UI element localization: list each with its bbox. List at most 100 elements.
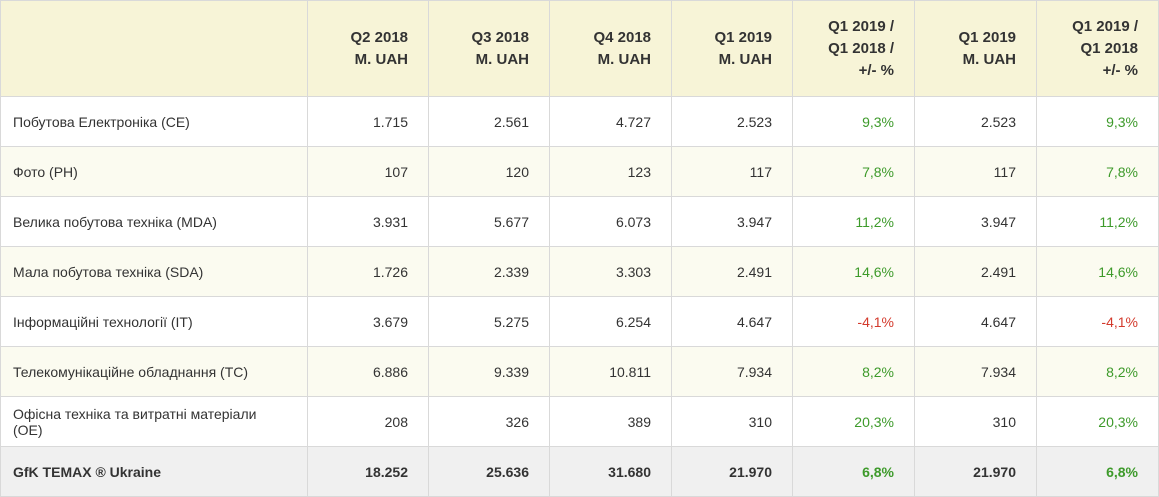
cell-q4-2018: 3.303 [549, 246, 672, 297]
header-line: Q1 2019 [714, 28, 772, 46]
header-q3-2018: Q3 2018 M. UAH [428, 0, 550, 97]
cell-q2-2018: 6.886 [307, 346, 429, 397]
table-row: Офісна техніка та витратні матеріали (OE… [0, 396, 1159, 447]
total-label: GfK TEMAX ® Ukraine [0, 446, 308, 497]
cell-q4-2018: 389 [549, 396, 672, 447]
cell-q1-2019: 310 [671, 396, 793, 447]
header-line: M. UAH [962, 50, 1016, 68]
row-label: Фото (PH) [0, 146, 308, 197]
header-q1-2019: Q1 2019 M. UAH [671, 0, 793, 97]
header-q4-2018: Q4 2018 M. UAH [549, 0, 672, 97]
cell-q3-2018: 120 [428, 146, 550, 197]
table-row: Фото (PH) 107 120 123 117 7,8% 117 7,8% [0, 146, 1159, 197]
cell-q1-2019-b: 2.523 [914, 96, 1037, 147]
cell-change-b: 7,8% [1036, 146, 1159, 197]
header-line: Q1 2018 / [828, 39, 894, 57]
header-line: +/- % [858, 61, 894, 79]
cell-change: 14,6% [792, 246, 915, 297]
header-line: Q3 2018 [471, 28, 529, 46]
table-row: Мала побутова техніка (SDA) 1.726 2.339 … [0, 246, 1159, 297]
header-line: Q1 2019 / [828, 17, 894, 35]
cell-change: 20,3% [792, 396, 915, 447]
cell-q3-2018: 2.339 [428, 246, 550, 297]
header-line: M. UAH [475, 50, 529, 68]
cell-q2-2018: 3.679 [307, 296, 429, 347]
total-q3-2018: 25.636 [428, 446, 550, 497]
cell-q1-2019: 4.647 [671, 296, 793, 347]
cell-change: 8,2% [792, 346, 915, 397]
cell-change-b: 14,6% [1036, 246, 1159, 297]
cell-q2-2018: 1.726 [307, 246, 429, 297]
cell-change-b: 11,2% [1036, 196, 1159, 247]
cell-change-b: 8,2% [1036, 346, 1159, 397]
header-line: Q1 2019 [958, 28, 1016, 46]
table-header: Q2 2018 M. UAH Q3 2018 M. UAH Q4 2018 M.… [0, 0, 1159, 97]
cell-q1-2019: 3.947 [671, 196, 793, 247]
header-line: M. UAH [597, 50, 651, 68]
header-line: Q4 2018 [593, 28, 651, 46]
table-row: Побутова Електроніка (CE) 1.715 2.561 4.… [0, 96, 1159, 147]
header-line: M. UAH [354, 50, 408, 68]
total-q1-2019: 21.970 [671, 446, 793, 497]
row-label: Мала побутова техніка (SDA) [0, 246, 308, 297]
cell-q1-2019: 7.934 [671, 346, 793, 397]
row-label: Телекомунікаційне обладнання (TC) [0, 346, 308, 397]
header-line: M. UAH [718, 50, 772, 68]
cell-q4-2018: 4.727 [549, 96, 672, 147]
row-label: Інформаційні технології (IT) [0, 296, 308, 347]
cell-q4-2018: 123 [549, 146, 672, 197]
cell-q1-2019-b: 310 [914, 396, 1037, 447]
total-row: GfK TEMAX ® Ukraine 18.252 25.636 31.680… [0, 446, 1159, 497]
cell-q4-2018: 10.811 [549, 346, 672, 397]
row-label: Побутова Електроніка (CE) [0, 96, 308, 147]
cell-change: 9,3% [792, 96, 915, 147]
header-change-b: Q1 2019 / Q1 2018 +/- % [1036, 0, 1159, 97]
cell-change-b: 20,3% [1036, 396, 1159, 447]
cell-q2-2018: 3.931 [307, 196, 429, 247]
cell-q2-2018: 1.715 [307, 96, 429, 147]
cell-q1-2019: 2.523 [671, 96, 793, 147]
cell-q2-2018: 208 [307, 396, 429, 447]
total-change-b: 6,8% [1036, 446, 1159, 497]
header-change: Q1 2019 / Q1 2018 / +/- % [792, 0, 915, 97]
cell-q1-2019: 2.491 [671, 246, 793, 297]
header-q2-2018: Q2 2018 M. UAH [307, 0, 429, 97]
table-row: Телекомунікаційне обладнання (TC) 6.886 … [0, 346, 1159, 397]
cell-change: 7,8% [792, 146, 915, 197]
cell-change: 11,2% [792, 196, 915, 247]
header-row: Q2 2018 M. UAH Q3 2018 M. UAH Q4 2018 M.… [0, 0, 1159, 97]
table-row: Інформаційні технології (IT) 3.679 5.275… [0, 296, 1159, 347]
header-line: +/- % [1102, 61, 1138, 79]
table-body: Побутова Електроніка (CE) 1.715 2.561 4.… [0, 96, 1159, 497]
cell-change: -4,1% [792, 296, 915, 347]
cell-q4-2018: 6.073 [549, 196, 672, 247]
cell-change-b: 9,3% [1036, 96, 1159, 147]
cell-q3-2018: 5.677 [428, 196, 550, 247]
row-label: Офісна техніка та витратні матеріали (OE… [0, 396, 308, 447]
total-q1-2019-b: 21.970 [914, 446, 1037, 497]
cell-q3-2018: 326 [428, 396, 550, 447]
cell-q1-2019-b: 117 [914, 146, 1037, 197]
total-change: 6,8% [792, 446, 915, 497]
header-line: Q1 2019 / [1072, 17, 1138, 35]
header-q1-2019-b: Q1 2019 M. UAH [914, 0, 1037, 97]
cell-q1-2019-b: 4.647 [914, 296, 1037, 347]
cell-q3-2018: 5.275 [428, 296, 550, 347]
cell-q1-2019-b: 3.947 [914, 196, 1037, 247]
header-line: Q1 2018 [1080, 39, 1138, 57]
cell-q1-2019-b: 7.934 [914, 346, 1037, 397]
cell-q1-2019: 117 [671, 146, 793, 197]
cell-q1-2019-b: 2.491 [914, 246, 1037, 297]
cell-q2-2018: 107 [307, 146, 429, 197]
total-q2-2018: 18.252 [307, 446, 429, 497]
cell-q4-2018: 6.254 [549, 296, 672, 347]
total-q4-2018: 31.680 [549, 446, 672, 497]
cell-change-b: -4,1% [1036, 296, 1159, 347]
cell-q3-2018: 9.339 [428, 346, 550, 397]
cell-q3-2018: 2.561 [428, 96, 550, 147]
header-label-column [0, 0, 308, 97]
table-row: Велика побутова техніка (MDA) 3.931 5.67… [0, 196, 1159, 247]
row-label: Велика побутова техніка (MDA) [0, 196, 308, 247]
header-line: Q2 2018 [350, 28, 408, 46]
